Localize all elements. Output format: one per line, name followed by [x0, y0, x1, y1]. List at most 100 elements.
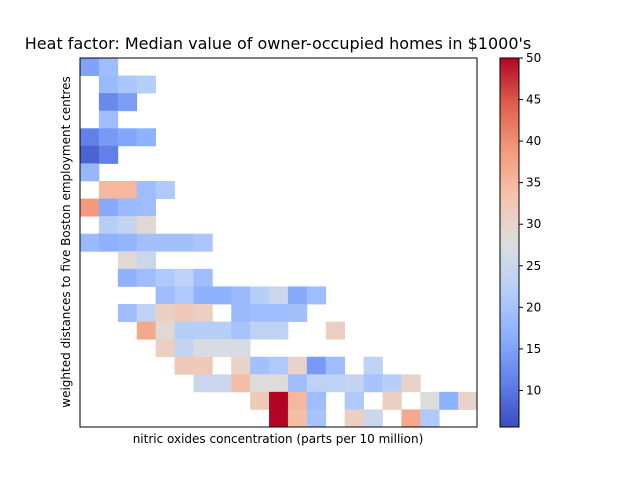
heatmap-cell [193, 339, 213, 358]
heatmap-cell [212, 339, 232, 358]
heatmap-cell [231, 374, 251, 393]
heatmap-cell [401, 374, 421, 393]
heatmap-cell [458, 391, 478, 410]
heatmap-cell [193, 286, 213, 305]
heatmap-cell [136, 181, 157, 199]
heatmap-cell [193, 268, 213, 287]
heatmap-cell [155, 321, 175, 340]
colorbar-tick-label: 15 [526, 342, 541, 356]
heatmap-cell [174, 321, 194, 340]
heatmap-cell [439, 391, 459, 410]
heatmap-cell [98, 93, 119, 112]
heatmap-cell [287, 304, 308, 322]
heatmap-cell [117, 251, 138, 270]
colorbar-tick-label: 20 [526, 300, 541, 314]
heatmap-cell [287, 356, 308, 375]
heatmap-cell [269, 356, 289, 375]
heatmap-cell [306, 286, 327, 305]
heatmap-cell [155, 286, 175, 305]
heatmap-cell [174, 268, 194, 287]
heatmap-cell [174, 286, 194, 305]
heatmap-cell [117, 304, 138, 322]
heatmap-cell [231, 304, 251, 322]
colorbar-ticks: 10 15 20 25 30 35 40 45 50 [519, 51, 541, 397]
heatmap-cell [269, 374, 289, 393]
heatmap-cell [287, 286, 308, 305]
heatmap-cell [98, 145, 119, 164]
heatmap-cell [80, 128, 100, 147]
y-axis-label: weighted distances to five Boston employ… [59, 76, 73, 407]
heatmap-cell [155, 181, 175, 199]
heatmap-cell [269, 304, 289, 322]
heatmap-cell [174, 233, 194, 252]
heatmap-cell [98, 75, 119, 94]
heatmap-cell [401, 409, 421, 428]
colorbar-tick-label: 40 [526, 134, 541, 148]
heatmap-cell [231, 356, 251, 375]
heatmap-cell [231, 286, 251, 305]
heatmap-cell [117, 93, 138, 112]
heatmap-cell [363, 409, 383, 428]
heatmap-cell [250, 321, 270, 340]
heatmap-cell [193, 356, 213, 375]
heatmap-cell [269, 391, 289, 410]
heatmap-cell [136, 268, 157, 287]
heatmap-cell [420, 409, 440, 428]
heatmap-cell [98, 128, 119, 147]
heatmap-cell [174, 339, 194, 358]
heatmap-cell [287, 374, 308, 393]
heatmap-cell [363, 374, 383, 393]
heatmap-cell [80, 163, 100, 182]
heatmap-cell [117, 128, 138, 147]
heatmap-cell [306, 391, 327, 410]
heatmap-cell [269, 321, 289, 340]
heatmap-cells [80, 58, 478, 428]
heatmap-cell [155, 304, 175, 322]
heatmap-cell [250, 374, 270, 393]
heatmap-cell [250, 286, 270, 305]
heatmap-cell [269, 409, 289, 428]
heatmap-cell [155, 339, 175, 358]
heatmap-cell [420, 391, 440, 410]
heatmap-cell [382, 374, 402, 393]
heatmap-cell [344, 391, 364, 410]
heatmap-cell [80, 58, 100, 76]
heatmap-cell [269, 286, 289, 305]
colorbar-tick-label: 10 [526, 383, 541, 397]
heatmap-cell [212, 374, 232, 393]
x-axis-label: nitric oxides concentration (parts per 1… [133, 432, 424, 446]
heatmap-cell [287, 391, 308, 410]
heatmap-cell [136, 216, 157, 235]
heatmap-cell [117, 198, 138, 217]
heatmap-cell [193, 374, 213, 393]
colorbar-tick-label: 30 [526, 217, 541, 231]
heatmap-cell [231, 321, 251, 340]
heatmap-cell [136, 233, 157, 252]
heatmap-cell [155, 268, 175, 287]
chart-title: Heat factor: Median value of owner-occup… [25, 34, 531, 53]
plot-frame [79, 57, 478, 428]
heatmap-cell [136, 321, 157, 340]
heatmap-cell [98, 216, 119, 235]
colorbar-tick-label: 45 [526, 93, 541, 107]
heatmap-cell [136, 251, 157, 270]
heatmap-cell [117, 216, 138, 235]
heatmap-cell [117, 268, 138, 287]
heatmap-cell [287, 409, 308, 428]
heatmap-cell [136, 128, 157, 147]
heatmap-cell [80, 233, 100, 252]
heatmap-cell [250, 391, 270, 410]
heatmap-cell [98, 110, 119, 129]
colorbar-tick-label: 25 [526, 259, 541, 273]
heatmap-cell [155, 233, 175, 252]
heatmap-cell [306, 409, 327, 428]
heatmap-cell [212, 321, 232, 340]
colorbar [499, 57, 520, 428]
heatmap-cell [117, 181, 138, 199]
heatmap-cell [306, 374, 327, 393]
heatmap-cell [80, 198, 100, 217]
heatmap-cell [344, 374, 364, 393]
heatmap-cell [193, 233, 213, 252]
colorbar-tick-label: 50 [526, 51, 541, 65]
